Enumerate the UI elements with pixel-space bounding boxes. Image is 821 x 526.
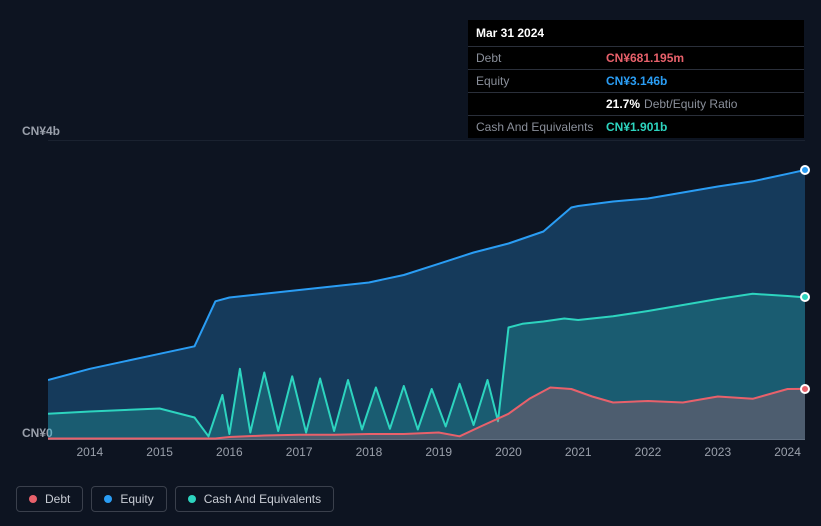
tooltip-row-ratio: 21.7% Debt/Equity Ratio [468, 93, 804, 116]
x-tick-label: 2021 [565, 445, 592, 459]
x-tick-label: 2019 [425, 445, 452, 459]
legend-item-cash[interactable]: Cash And Equivalents [175, 486, 334, 512]
x-tick-label: 2017 [286, 445, 313, 459]
tooltip-label: Equity [476, 74, 606, 88]
ratio-label: Debt/Equity Ratio [644, 97, 737, 111]
chart-container: CN¥4b CN¥0 20142015201620172018201920202… [16, 120, 805, 470]
legend-label: Equity [120, 492, 153, 506]
tooltip-value-cash: CN¥1.901b [606, 120, 796, 134]
tooltip-row-equity: Equity CN¥3.146b [468, 70, 804, 93]
legend-item-debt[interactable]: Debt [16, 486, 83, 512]
tooltip-date: Mar 31 2024 [468, 20, 804, 47]
tooltip-label: Debt [476, 51, 606, 65]
series-end-marker [800, 292, 810, 302]
legend-dot [104, 495, 112, 503]
ratio-pct: 21.7% [606, 97, 640, 111]
x-tick-label: 2024 [774, 445, 801, 459]
legend-dot [188, 495, 196, 503]
y-axis-max-label: CN¥4b [22, 124, 60, 138]
legend-item-equity[interactable]: Equity [91, 486, 166, 512]
x-tick-label: 2020 [495, 445, 522, 459]
legend-dot [29, 495, 37, 503]
x-tick-label: 2018 [356, 445, 383, 459]
chart-plot[interactable] [48, 140, 805, 440]
tooltip-label [476, 97, 606, 111]
chart-tooltip: Mar 31 2024 Debt CN¥681.195m Equity CN¥3… [468, 20, 804, 138]
tooltip-label: Cash And Equivalents [476, 120, 606, 134]
x-tick-label: 2022 [635, 445, 662, 459]
series-end-marker [800, 165, 810, 175]
tooltip-value-ratio: 21.7% Debt/Equity Ratio [606, 97, 796, 111]
tooltip-row-cash: Cash And Equivalents CN¥1.901b [468, 116, 804, 138]
tooltip-row-debt: Debt CN¥681.195m [468, 47, 804, 70]
x-tick-label: 2016 [216, 445, 243, 459]
x-axis: 2014 2015 2016 2017 2018 2019 2020 2021 2022 2023… [48, 445, 805, 465]
legend-label: Debt [45, 492, 70, 506]
x-tick-label: 2023 [704, 445, 731, 459]
tooltip-value-debt: CN¥681.195m [606, 51, 796, 65]
x-tick-label: 2015 [146, 445, 173, 459]
series-end-marker [800, 384, 810, 394]
chart-legend: Debt Equity Cash And Equivalents [16, 486, 334, 512]
legend-label: Cash And Equivalents [204, 492, 321, 506]
chart-svg [48, 140, 805, 440]
x-tick-label: 2014 [77, 445, 104, 459]
tooltip-value-equity: CN¥3.146b [606, 74, 796, 88]
